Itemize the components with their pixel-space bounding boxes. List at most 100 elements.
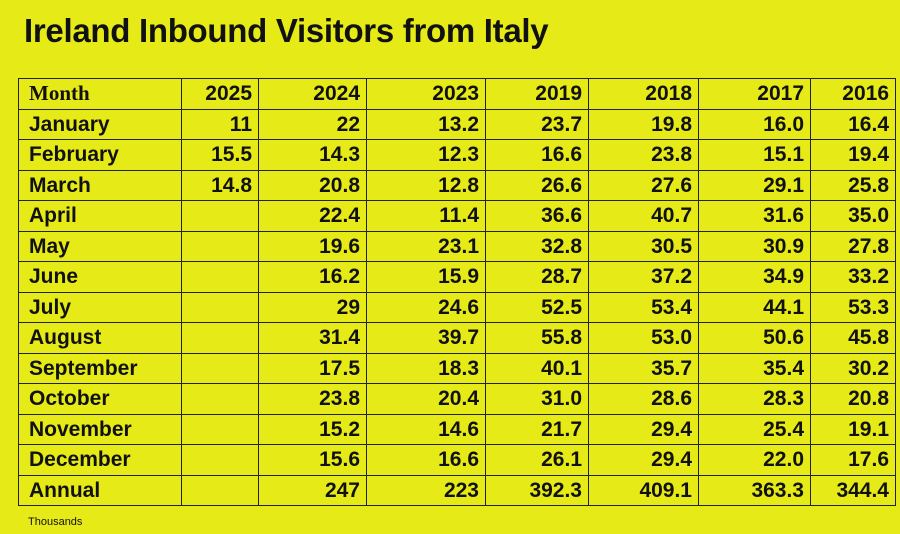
table-row: September 17.5 18.3 40.1 35.7 35.4 30.2 [18, 352, 896, 384]
table-row: March 14.8 20.8 12.8 26.6 27.6 29.1 25.8 [18, 169, 896, 201]
table-row: June 16.2 15.9 28.7 37.2 34.9 33.2 [18, 261, 896, 293]
table-cell: 20.8 [810, 383, 896, 415]
table-cell: 344.4 [810, 474, 896, 506]
table-header-row: Month 2025 2024 2023 2019 2018 2017 2016 [18, 78, 896, 110]
table-cell: 12.8 [366, 169, 486, 201]
row-label: September [18, 352, 182, 384]
table-cell: 20.8 [258, 169, 367, 201]
table-cell: 53.0 [588, 322, 699, 354]
table-cell: 37.2 [588, 261, 699, 293]
table-cell: 34.9 [698, 261, 811, 293]
table-row: November 15.2 14.6 21.7 29.4 25.4 19.1 [18, 413, 896, 445]
table-cell: 16.4 [810, 108, 896, 140]
table-cell: 22.4 [258, 200, 367, 232]
column-header-month: Month [18, 78, 182, 110]
table-cell: 28.7 [485, 261, 589, 293]
table-cell: 22 [258, 108, 367, 140]
table-cell: 18.3 [366, 352, 486, 384]
row-label: May [18, 230, 182, 262]
table-cell [181, 291, 259, 323]
table-cell: 19.1 [810, 413, 896, 445]
column-header-year: 2016 [810, 78, 896, 110]
table-cell: 28.3 [698, 383, 811, 415]
page-title: Ireland Inbound Visitors from Italy [24, 12, 549, 49]
table-cell: 25.4 [698, 413, 811, 445]
table-cell: 23.1 [366, 230, 486, 262]
table-cell: 30.2 [810, 352, 896, 384]
table-cell [181, 261, 259, 293]
table-cell: 17.5 [258, 352, 367, 384]
column-header-year: 2018 [588, 78, 699, 110]
table-cell: 45.8 [810, 322, 896, 354]
table-cell [181, 444, 259, 476]
table-row: February 15.5 14.3 12.3 16.6 23.8 15.1 19.4 [18, 139, 896, 171]
table-cell: 40.1 [485, 352, 589, 384]
table-cell: 35.4 [698, 352, 811, 384]
table-cell [181, 413, 259, 445]
table-cell: 13.2 [366, 108, 486, 140]
table-cell: 16.6 [485, 139, 589, 171]
table-cell: 14.6 [366, 413, 486, 445]
table-row: April 22.4 11.4 36.6 40.7 31.6 35.0 [18, 200, 896, 232]
row-label: December [18, 444, 182, 476]
table-cell: 29.4 [588, 444, 699, 476]
table-row: January 11 22 13.2 23.7 19.8 16.0 16.4 [18, 108, 896, 140]
table-cell: 363.3 [698, 474, 811, 506]
table-cell [181, 200, 259, 232]
table-cell: 19.6 [258, 230, 367, 262]
table-cell: 40.7 [588, 200, 699, 232]
table-cell: 21.7 [485, 413, 589, 445]
table-row: July 29 24.6 52.5 53.4 44.1 53.3 [18, 291, 896, 323]
table-cell: 24.6 [366, 291, 486, 323]
row-label: March [18, 169, 182, 201]
table-cell [181, 383, 259, 415]
table-cell: 29.4 [588, 413, 699, 445]
table-cell: 20.4 [366, 383, 486, 415]
table-cell: 392.3 [485, 474, 589, 506]
table-cell: 12.3 [366, 139, 486, 171]
table-cell: 55.8 [485, 322, 589, 354]
table-cell: 35.7 [588, 352, 699, 384]
table-row: August 31.4 39.7 55.8 53.0 50.6 45.8 [18, 322, 896, 354]
table-cell: 52.5 [485, 291, 589, 323]
table-cell: 28.6 [588, 383, 699, 415]
table-cell: 15.1 [698, 139, 811, 171]
table-cell: 15.9 [366, 261, 486, 293]
table-cell: 19.4 [810, 139, 896, 171]
table-cell: 31.0 [485, 383, 589, 415]
column-header-year: 2024 [258, 78, 367, 110]
table-cell: 16.0 [698, 108, 811, 140]
column-header-year: 2023 [366, 78, 486, 110]
table-cell: 35.0 [810, 200, 896, 232]
table-cell: 50.6 [698, 322, 811, 354]
row-label: July [18, 291, 182, 323]
table-cell [181, 230, 259, 262]
table-cell: 17.6 [810, 444, 896, 476]
table-cell: 32.8 [485, 230, 589, 262]
table-cell [181, 352, 259, 384]
table-cell: 247 [258, 474, 367, 506]
table-cell: 27.8 [810, 230, 896, 262]
table-cell: 22.0 [698, 444, 811, 476]
table-cell: 39.7 [366, 322, 486, 354]
row-label: February [18, 139, 182, 171]
table-cell: 36.6 [485, 200, 589, 232]
table-cell: 223 [366, 474, 486, 506]
unit-footnote: Thousands [28, 516, 83, 528]
column-header-year: 2019 [485, 78, 589, 110]
row-label: November [18, 413, 182, 445]
table-row: Annual 247 223 392.3 409.1 363.3 344.4 [18, 474, 896, 506]
table-cell: 29 [258, 291, 367, 323]
table-cell: 16.6 [366, 444, 486, 476]
row-label: June [18, 261, 182, 293]
table-cell: 29.1 [698, 169, 811, 201]
table-cell: 27.6 [588, 169, 699, 201]
row-label: August [18, 322, 182, 354]
table-cell [181, 322, 259, 354]
table-cell: 33.2 [810, 261, 896, 293]
table-cell: 14.3 [258, 139, 367, 171]
column-header-year: 2025 [181, 78, 259, 110]
row-label: October [18, 383, 182, 415]
table-cell: 409.1 [588, 474, 699, 506]
table-cell: 23.8 [258, 383, 367, 415]
